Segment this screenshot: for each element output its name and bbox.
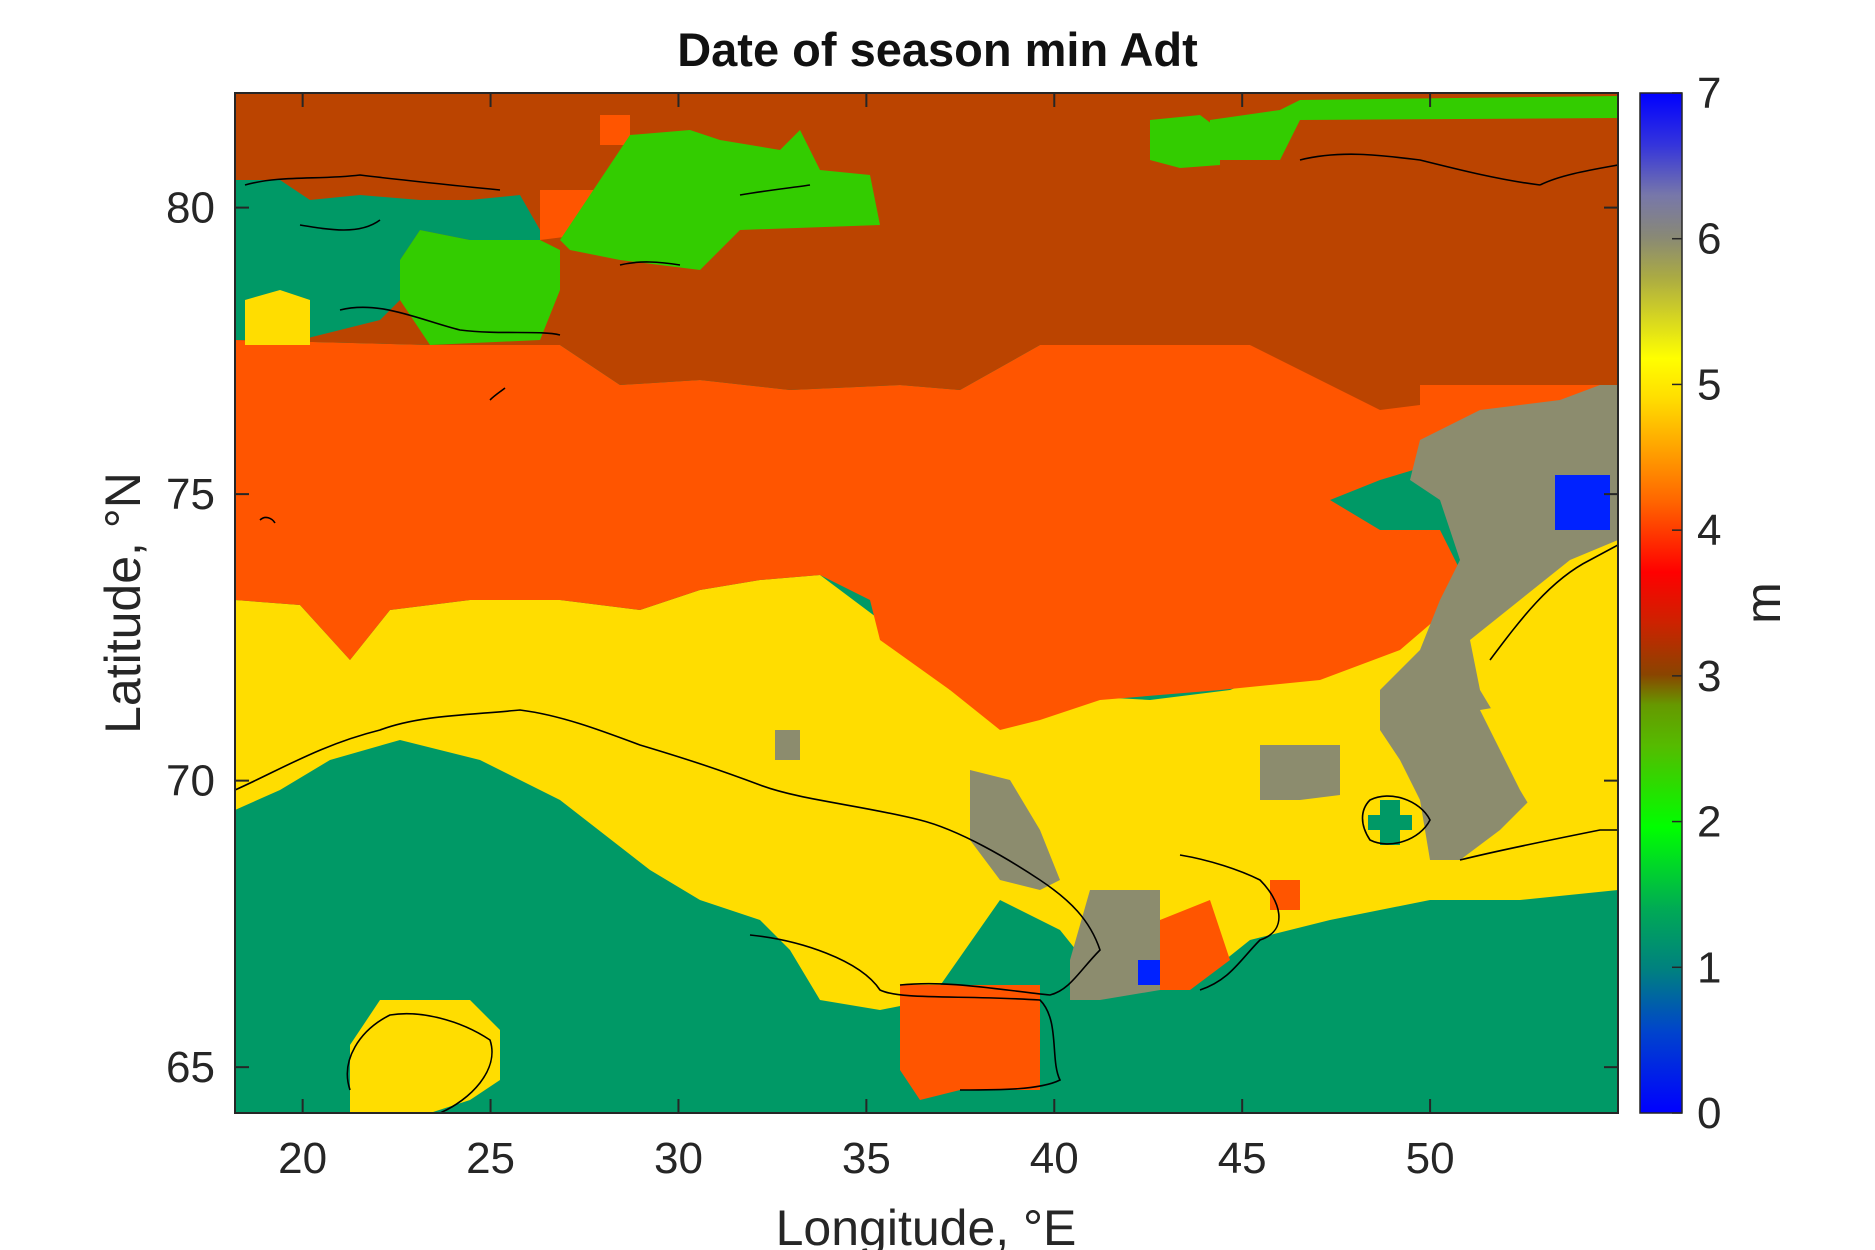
region-value-4b [900,985,1040,1100]
x-tick-label: 30 [654,1134,703,1183]
region-value-4e [600,115,630,145]
x-tick-label: 25 [466,1134,515,1183]
coastlines [235,153,1618,1113]
y-tick-label: 80 [166,184,215,233]
region-value-1c [1368,800,1412,845]
x-axis-label: Longitude, °E [776,1200,1077,1250]
region-value-6c [970,770,1060,890]
colorbar-tick-label: 6 [1697,215,1721,264]
colorbar-tick-label: 0 [1697,1089,1721,1138]
y-tick-label: 65 [166,1043,215,1092]
region-value-2d [1210,96,1618,160]
colorbar-tick-label: 2 [1697,798,1721,847]
colorbar-tick-label: 5 [1697,360,1721,409]
y-tick-label: 75 [166,470,215,519]
region-value-6d [1070,890,1160,1000]
y-tick-label: 70 [166,757,215,806]
region-value-1b [235,180,540,340]
x-tick-label: 40 [1030,1134,1079,1183]
region-value-4c [1160,900,1230,990]
y-axis-label: Latitude, °N [95,472,151,734]
region-value-4 [235,340,1618,730]
x-tick-label: 50 [1406,1134,1455,1183]
chart-title: Date of season min Adt [677,23,1198,76]
colorbar-tick-label: 7 [1697,69,1721,118]
colorbar-ticks: 0 1 2 3 4 5 6 7 [1672,69,1721,1138]
region-value-2b [560,130,880,270]
region-value-5b [245,290,310,345]
region-value-4d [1270,880,1300,910]
y-axis: 65 70 75 80 [166,184,1618,1092]
map-field [235,93,1618,1113]
colorbar [1639,92,1683,1114]
colorbar-tick-label: 3 [1697,652,1721,701]
x-tick-label: 45 [1218,1134,1267,1183]
colorbar-tick-label: 1 [1697,943,1721,992]
region-value-6e [775,730,800,760]
region-value-2c [1150,115,1220,168]
x-axis: 20 25 30 35 40 45 50 [278,93,1455,1183]
x-tick-label: 20 [278,1134,327,1183]
region-value-2 [400,230,560,345]
region-value-3 [235,93,1618,410]
plot-frame [234,92,1619,1114]
region-value-7 [1555,475,1610,530]
region-value-7b [1138,960,1160,985]
x-tick-label: 35 [842,1134,891,1183]
region-value-5c [350,1000,500,1113]
colorbar-tick-label: 4 [1697,506,1721,555]
region-value-6b [1260,745,1340,800]
colorbar-unit: m [1735,582,1791,624]
